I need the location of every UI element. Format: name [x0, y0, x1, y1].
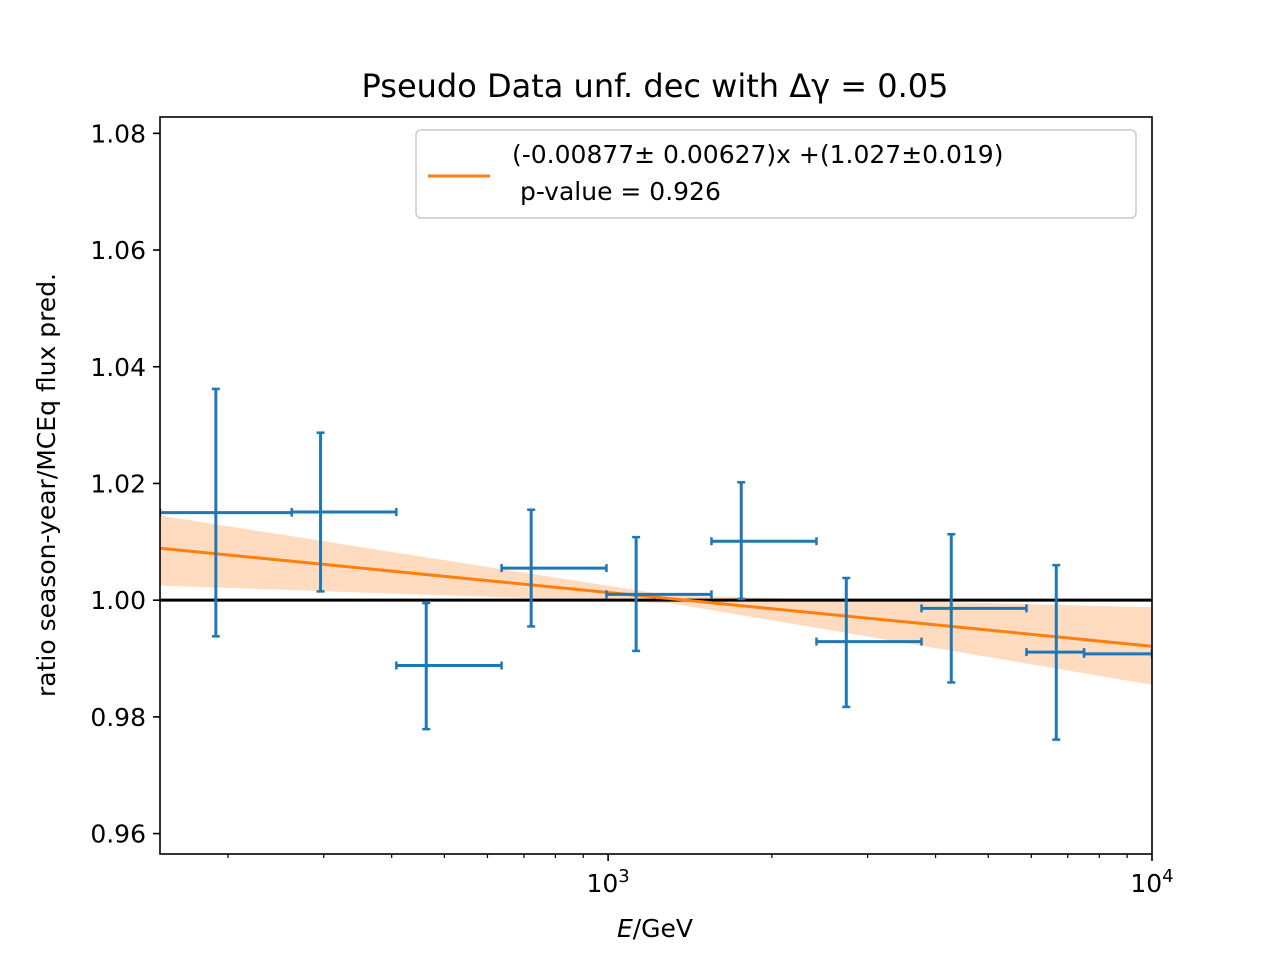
legend-box [415, 129, 1137, 219]
plot-frame [159, 116, 1153, 855]
data-point [815, 576, 923, 709]
data-point [500, 508, 608, 628]
y-tick-label: 1.06 [90, 236, 146, 265]
y-tick-label: 0.96 [90, 820, 146, 849]
data-point [920, 532, 1028, 684]
y-tick-label: 1.00 [90, 586, 146, 615]
legend-fit-label: (-0.00877± 0.00627)x +(1.027±0.019) [512, 140, 1003, 169]
y-tick-label: 1.02 [90, 469, 146, 498]
chart-title: Pseudo Data unf. dec with Δγ = 0.05 [362, 67, 949, 105]
y-tick-label: 1.04 [90, 353, 146, 382]
data-point [710, 481, 818, 601]
x-tick-label: 103 [586, 866, 629, 898]
data-point [1025, 563, 1086, 741]
data-point [1082, 649, 1152, 658]
y-tick-label: 1.08 [90, 119, 146, 148]
fit-line [159, 546, 1153, 648]
legend-pvalue-label: p-value = 0.926 [512, 177, 721, 206]
x-axis-label: E/GeV [617, 914, 693, 943]
data-point [395, 601, 503, 731]
y-axis-label: ratio season-year/MCEq flux pred. [32, 273, 61, 697]
y-tick-label: 0.98 [90, 703, 146, 732]
x-tick-label: 104 [1130, 866, 1173, 898]
data-point [290, 431, 398, 593]
data-point [605, 535, 713, 653]
legend: (-0.00877± 0.00627)x +(1.027±0.019) p-va… [415, 129, 1137, 219]
